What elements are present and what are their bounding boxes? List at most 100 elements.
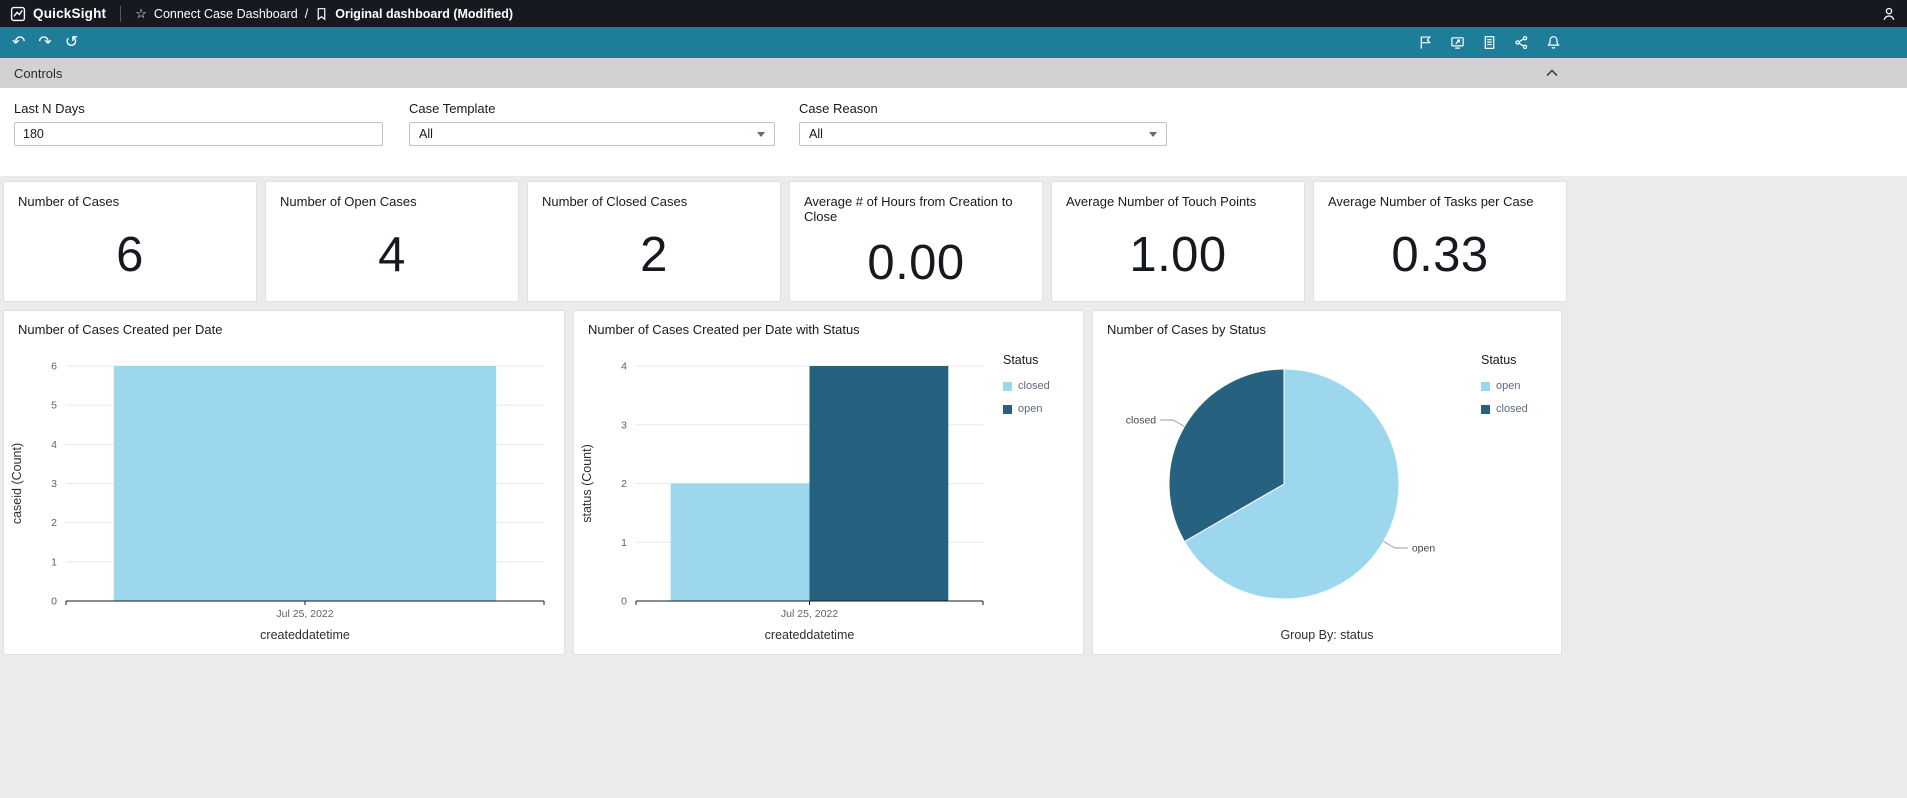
chevron-down-icon bbox=[757, 131, 765, 137]
svg-text:Jul 25, 2022: Jul 25, 2022 bbox=[276, 608, 333, 620]
breadcrumb-page: Original dashboard (Modified) bbox=[335, 6, 514, 21]
kpi-card-open-cases: Number of Open Cases 4 bbox=[265, 181, 519, 302]
case-template-value: All bbox=[419, 127, 433, 141]
svg-text:5: 5 bbox=[51, 400, 57, 412]
legend-label: open bbox=[1496, 380, 1521, 392]
case-template-label: Case Template bbox=[409, 101, 496, 116]
chart-title: Number of Cases by Status bbox=[1107, 322, 1266, 337]
user-icon[interactable] bbox=[1881, 6, 1897, 22]
case-reason-select[interactable]: All bbox=[799, 122, 1167, 146]
svg-text:caseid (Count): caseid (Count) bbox=[10, 443, 24, 524]
bar-chart-cases-per-date[interactable]: 0 1 2 3 4 5 6 Jul 25, 2022 createddatetime caseid… bbox=[4, 340, 564, 654]
control-case-reason: Case Reason All bbox=[799, 101, 1167, 146]
charts-row: Number of Cases Created per Date 0 1 2 3 4 5 6… bbox=[3, 310, 1567, 655]
kpi-card-number-of-cases: Number of Cases 6 bbox=[3, 181, 257, 302]
svg-text:0: 0 bbox=[51, 596, 57, 608]
last-n-days-input[interactable] bbox=[14, 122, 383, 146]
kpi-title: Average Number of Tasks per Case bbox=[1328, 194, 1534, 209]
kpi-title: Average # of Hours from Creation to Clos… bbox=[804, 194, 1013, 224]
kpi-row: Number of Cases 6 Number of Open Cases 4… bbox=[3, 181, 1567, 302]
pie-slice-open[interactable] bbox=[1183, 368, 1400, 600]
pie-group-by-label: Group By: status bbox=[1280, 628, 1374, 642]
chart-card-cases-by-status: Number of Cases by Status open closed Sta… bbox=[1092, 310, 1562, 655]
chart-legend: Status open closed bbox=[1481, 340, 1561, 624]
breadcrumb-separator: / bbox=[304, 6, 309, 21]
svg-text:2: 2 bbox=[621, 478, 627, 490]
print-button[interactable] bbox=[1482, 35, 1497, 50]
legend-swatch bbox=[1481, 381, 1490, 391]
redo-button[interactable]: ↷ bbox=[38, 33, 52, 51]
legend-title: Status bbox=[1481, 353, 1517, 367]
kpi-title: Average Number of Touch Points bbox=[1066, 194, 1257, 209]
last-n-days-label: Last N Days bbox=[14, 101, 85, 116]
svg-text:createddatetime: createddatetime bbox=[765, 628, 855, 642]
kpi-title: Number of Cases bbox=[18, 194, 120, 209]
legend-item-closed[interactable]: closed bbox=[1003, 380, 1083, 392]
svg-text:createddatetime: createddatetime bbox=[260, 628, 350, 642]
svg-text:3: 3 bbox=[51, 478, 57, 490]
legend-label: closed bbox=[1496, 403, 1528, 415]
share-button[interactable] bbox=[1514, 35, 1529, 50]
pie-slice-closed[interactable] bbox=[1168, 368, 1285, 543]
present-button[interactable] bbox=[1450, 35, 1465, 50]
brand-label: QuickSight bbox=[33, 6, 107, 21]
dashboard-toolbar: ↶ ↷ ↺ bbox=[0, 27, 1907, 58]
reset-button[interactable]: ↺ bbox=[64, 33, 79, 51]
chart-card-cases-per-date: Number of Cases Created per Date 0 1 2 3 4 5 6… bbox=[3, 310, 565, 655]
kpi-value: 1.00 bbox=[1129, 228, 1227, 282]
kpi-value: 0.00 bbox=[867, 235, 965, 290]
bookmarks-button[interactable] bbox=[1418, 35, 1433, 50]
svg-text:0: 0 bbox=[621, 596, 627, 608]
kpi-card-avg-hours-to-close: Average # of Hours from Creation to Clos… bbox=[789, 181, 1043, 302]
kpi-value: 4 bbox=[378, 228, 406, 282]
pie-chart-cases-by-status[interactable]: open closed bbox=[1093, 340, 1481, 624]
case-reason-value: All bbox=[809, 127, 823, 141]
bar-open[interactable] bbox=[809, 366, 949, 601]
bar-closed[interactable] bbox=[670, 483, 810, 602]
kpi-value: 6 bbox=[116, 228, 144, 282]
svg-text:4: 4 bbox=[621, 361, 627, 373]
svg-text:Jul 25, 2022: Jul 25, 2022 bbox=[781, 608, 838, 620]
chart-title: Number of Cases Created per Date bbox=[18, 322, 223, 337]
svg-text:1: 1 bbox=[51, 556, 57, 568]
chevron-down-icon bbox=[1149, 131, 1157, 137]
legend-swatch bbox=[1003, 381, 1012, 391]
breadcrumb-dashboard[interactable]: Connect Case Dashboard bbox=[153, 6, 298, 21]
topbar-divider bbox=[120, 5, 122, 22]
undo-button[interactable]: ↶ bbox=[12, 33, 26, 51]
collapse-controls-button[interactable] bbox=[1545, 68, 1559, 78]
kpi-card-closed-cases: Number of Closed Cases 2 bbox=[527, 181, 781, 302]
chart-legend: Status closed open bbox=[1003, 340, 1083, 654]
legend-item-open[interactable]: open bbox=[1003, 403, 1083, 415]
breadcrumb: ☆ Connect Case Dashboard / Original dash… bbox=[135, 7, 513, 21]
legend-swatch bbox=[1003, 404, 1012, 414]
legend-swatch bbox=[1481, 404, 1490, 414]
svg-text:closed: closed bbox=[1126, 415, 1157, 427]
topbar: QuickSight ☆ Connect Case Dashboard / Or… bbox=[0, 0, 1907, 27]
chart-card-cases-per-date-status: Number of Cases Created per Date with St… bbox=[573, 310, 1084, 655]
kpi-title: Number of Open Cases bbox=[280, 194, 417, 209]
svg-text:status (Count): status (Count) bbox=[580, 444, 594, 523]
case-template-select[interactable]: All bbox=[409, 122, 775, 146]
svg-text:3: 3 bbox=[621, 419, 627, 431]
control-case-template: Case Template All bbox=[409, 101, 775, 146]
kpi-value: 0.33 bbox=[1391, 228, 1489, 282]
legend-item-open[interactable]: open bbox=[1481, 380, 1561, 392]
control-last-n-days: Last N Days bbox=[14, 101, 383, 146]
controls-header-label: Controls bbox=[14, 65, 63, 81]
legend-item-closed[interactable]: closed bbox=[1481, 403, 1561, 415]
controls-panel-header: Controls bbox=[0, 58, 1907, 88]
kpi-card-avg-touch-points: Average Number of Touch Points 1.00 bbox=[1051, 181, 1305, 302]
kpi-card-avg-tasks-per-case: Average Number of Tasks per Case 0.33 bbox=[1313, 181, 1567, 302]
svg-text:1: 1 bbox=[621, 537, 627, 549]
svg-text:4: 4 bbox=[51, 439, 57, 451]
alerts-bell-button[interactable] bbox=[1546, 35, 1561, 50]
chart-title: Number of Cases Created per Date with St… bbox=[588, 322, 860, 337]
quicksight-logo-icon bbox=[10, 6, 26, 22]
favorite-star-icon[interactable]: ☆ bbox=[135, 6, 147, 21]
bar-chart-cases-per-date-status[interactable]: 0 1 2 3 4 Jul 25, 2022 createddatetime status (… bbox=[574, 340, 1003, 654]
bookmark-small-icon bbox=[315, 7, 328, 21]
bar-caseid[interactable] bbox=[113, 366, 497, 601]
quicksight-home-link[interactable]: QuickSight bbox=[10, 6, 106, 22]
svg-text:open: open bbox=[1412, 543, 1436, 555]
